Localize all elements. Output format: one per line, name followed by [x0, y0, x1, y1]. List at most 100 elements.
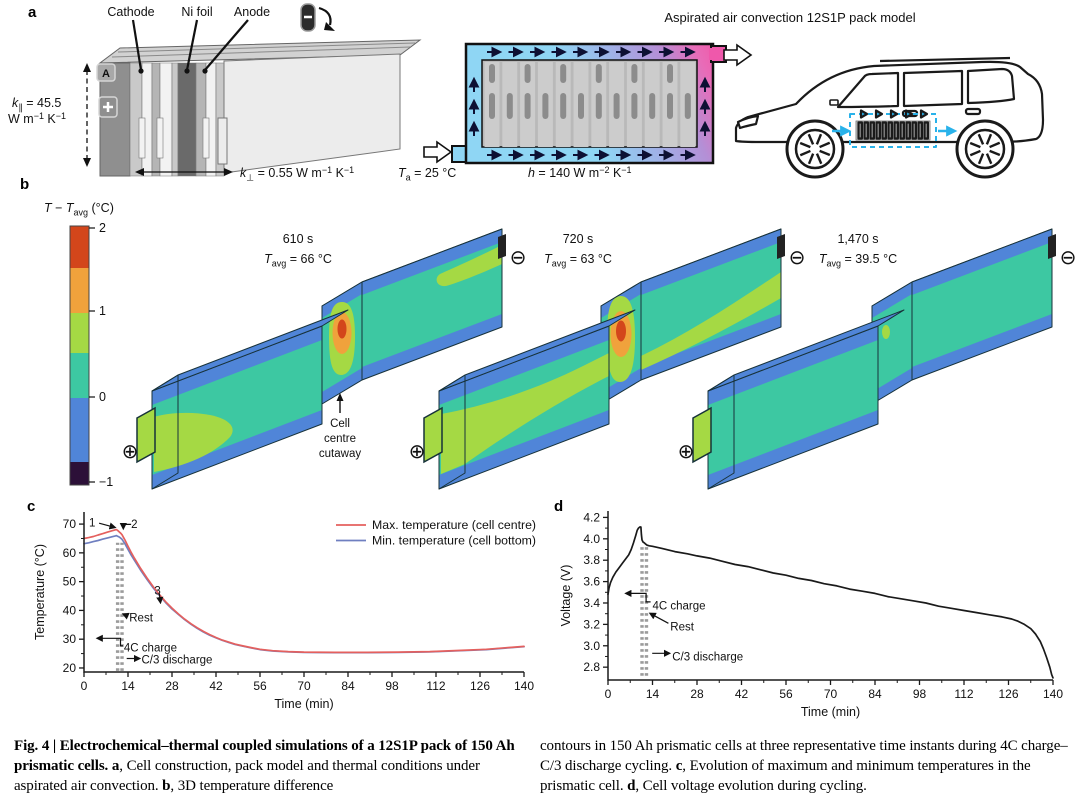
mini-cell [911, 121, 918, 140]
plus-circle-icon: ⊕ [122, 441, 139, 463]
contour-region [641, 272, 781, 370]
legend-label: Max. temperature (cell centre) [372, 518, 536, 532]
y-tick-label: 2.8 [583, 660, 600, 674]
panel-b-label: b [20, 176, 30, 193]
colorbar-segment [70, 462, 89, 485]
cutaway-label-1: Cell [330, 418, 350, 430]
wheel-spoke [815, 133, 823, 145]
colorbar-segment [70, 226, 89, 268]
front-window [836, 71, 900, 109]
air-outlet-arrow-icon [723, 43, 753, 67]
chevron-right-icon [889, 109, 899, 119]
annotation-text: 4C charge [124, 642, 177, 654]
ambient-temperature-label: Ta = 25 °C [398, 166, 456, 183]
mini-cell [863, 121, 870, 140]
y-tick-label: 3.2 [583, 617, 600, 631]
annotation-arrow [95, 634, 123, 647]
y-axis-label: Voltage (V) [559, 565, 573, 627]
minus-circle-icon: ⊖ [789, 247, 806, 269]
annotation-arrow [648, 612, 669, 624]
contour-face [872, 282, 912, 318]
wheel-spoke [989, 141, 1001, 149]
contour-face [912, 229, 1052, 295]
annotation-text: C/3 discharge [672, 651, 743, 663]
contour-face [601, 368, 641, 404]
chevron-right-icon [874, 109, 884, 119]
x-tick-label: 28 [690, 687, 704, 701]
contour-face [912, 314, 1052, 380]
annotation-text: Rest [129, 612, 153, 624]
contour-face [322, 282, 362, 318]
positive-terminal-tab [692, 406, 712, 464]
chevron-right-icon [919, 109, 929, 119]
contour-face [439, 326, 609, 405]
mini-cell [923, 121, 930, 140]
annotation-text: 2 [131, 519, 137, 531]
wheel-spoke [969, 141, 981, 149]
x-tick-label: 98 [385, 679, 399, 693]
headlight [736, 114, 760, 130]
pack-cells-mini [857, 121, 930, 140]
panel-a-label: a [28, 4, 37, 21]
x-tick-label: 28 [165, 679, 179, 693]
x-tick-label: 98 [913, 687, 927, 701]
cell-tab [667, 93, 673, 119]
contour-face [641, 314, 781, 380]
y-axis-label: Temperature (°C) [33, 544, 47, 640]
minus-circle-icon: ⊖ [510, 247, 527, 269]
annotation-arrow [624, 589, 651, 603]
cell-tab [631, 93, 638, 119]
contour-face [708, 410, 878, 489]
cell-tab [631, 64, 638, 83]
contour-region [441, 353, 609, 474]
contour-face [151, 374, 179, 490]
electrode-tab-notch [202, 117, 210, 159]
x-tick-label: 140 [1043, 687, 1063, 701]
wheel-rim [794, 128, 836, 170]
mini-cell [881, 121, 888, 140]
contour-region [436, 245, 502, 287]
data-series-line [83, 534, 525, 654]
mini-cell [905, 121, 912, 140]
data-series-line [83, 528, 525, 654]
colorbar-tick-1: 1 [99, 304, 106, 318]
pack-outline-dashed [849, 113, 937, 148]
contour-face [912, 229, 1052, 380]
annotation-arrow [98, 522, 117, 530]
contour-face [872, 368, 912, 404]
x-tick-label: 126 [470, 679, 490, 693]
x-tick-label: 42 [209, 679, 223, 693]
arrow-up-icon [83, 63, 91, 72]
panel-b: T − Tavg (°C) 2 1 0 −1 ⊖ ⊕ ⊖ ⊕ ⊖ ⊕ 610 s Tavg… [44, 201, 1076, 490]
chevron-right-icon [904, 109, 914, 119]
colorbar-title: T − Tavg (°C) [44, 201, 114, 218]
car-illustration [734, 56, 1045, 179]
cell-tab [560, 93, 567, 119]
y-tick-label: 70 [63, 517, 77, 531]
x-tick-label: 70 [297, 679, 311, 693]
annotation-text: 3 [154, 586, 160, 598]
cell-construction-diagram: A Cathode Ni foil Anode k∥ [8, 3, 422, 183]
cutaway-label-2: centre [324, 433, 356, 445]
pack-model-title: Aspirated air convection 12S1P pack mode… [664, 10, 915, 25]
wheels [785, 119, 1015, 179]
contour-face [707, 374, 735, 490]
cell-left-half: ⊕ [409, 309, 636, 490]
colorbar-tick-2: 2 [99, 221, 106, 235]
wheel-spoke [819, 149, 831, 157]
cell-tab [524, 93, 531, 119]
colorbar-tick-neg1: −1 [99, 475, 113, 489]
cell-left-half: ⊕ [122, 309, 349, 490]
x-tick-label: 56 [779, 687, 793, 701]
door-handle [964, 107, 982, 116]
panel-d-label: d [554, 498, 564, 515]
airflow-arrows [468, 46, 711, 161]
electrode-layers [129, 62, 225, 177]
colorbar-tick-0: 0 [99, 390, 106, 404]
annotation-arrow [121, 612, 130, 620]
arrow-left-icon [135, 168, 144, 176]
jellyroll-body [223, 53, 401, 174]
mini-cell [887, 121, 894, 140]
cell-tab [667, 64, 673, 83]
